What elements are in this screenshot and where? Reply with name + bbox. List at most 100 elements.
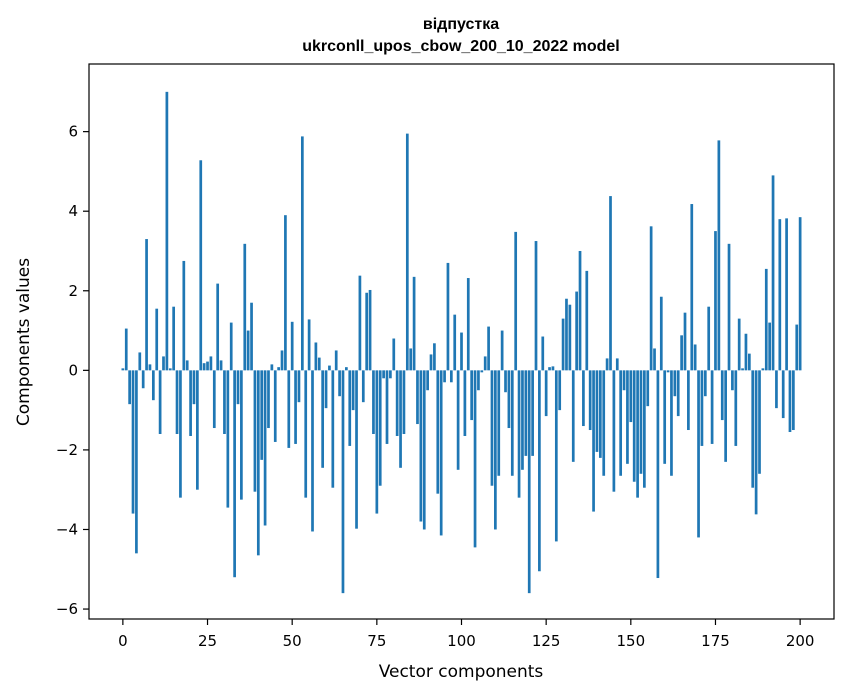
bar <box>334 350 338 371</box>
bar <box>673 370 677 397</box>
bar <box>270 364 274 371</box>
bar <box>538 370 541 572</box>
bar <box>670 370 673 476</box>
bar <box>168 368 172 371</box>
bar <box>775 370 778 409</box>
bar <box>656 370 660 579</box>
bar <box>710 370 714 444</box>
y-tick-label: 4 <box>68 202 78 220</box>
bar <box>365 292 369 371</box>
bar <box>595 370 599 452</box>
bar <box>341 370 345 594</box>
bar <box>521 370 524 470</box>
bar <box>175 370 179 434</box>
bar <box>378 370 382 486</box>
bar <box>148 364 152 371</box>
y-axis-label: Components values <box>14 258 34 426</box>
bar <box>602 370 606 476</box>
bar <box>619 370 623 476</box>
bar <box>290 321 294 371</box>
bar <box>527 370 531 594</box>
bar <box>256 370 260 556</box>
bar <box>500 330 504 371</box>
bar <box>717 140 721 371</box>
bar <box>206 361 209 371</box>
bar <box>294 370 297 444</box>
bar <box>477 370 480 391</box>
bar <box>121 368 125 371</box>
y-tick-label: −2 <box>56 441 78 459</box>
bar <box>328 365 331 371</box>
bar <box>443 370 446 383</box>
bar <box>287 370 291 448</box>
bar <box>185 360 189 371</box>
bar <box>412 276 416 371</box>
bar <box>209 356 213 371</box>
bar <box>219 360 223 371</box>
bar <box>680 335 683 371</box>
bar <box>361 370 365 403</box>
bar <box>548 367 551 371</box>
bar <box>338 370 341 397</box>
x-tick-label: 25 <box>198 632 217 650</box>
bar <box>693 344 697 371</box>
bar <box>514 231 518 371</box>
bar <box>317 357 321 371</box>
bar <box>300 136 304 371</box>
bar <box>636 370 639 498</box>
bar <box>554 370 558 542</box>
bar <box>165 91 169 371</box>
bar <box>395 370 399 436</box>
chart-subtitle: ukrconll_upos_cbow_200_10_2022 model <box>302 38 619 55</box>
bar <box>267 370 270 429</box>
bar <box>324 370 328 409</box>
bar <box>375 370 379 514</box>
bar <box>199 160 203 371</box>
bar <box>202 363 206 371</box>
bar <box>243 243 247 371</box>
y-tick-label: −6 <box>56 600 78 618</box>
bar <box>263 370 267 526</box>
bar <box>737 318 741 371</box>
bar <box>155 308 159 371</box>
bar <box>402 370 406 434</box>
bar <box>419 370 423 522</box>
bar <box>643 370 646 488</box>
bar <box>392 338 396 371</box>
bar <box>422 370 426 530</box>
plot-frame <box>88 63 835 620</box>
bar <box>626 370 629 464</box>
bar <box>598 370 602 458</box>
bar <box>666 370 670 373</box>
bar <box>236 370 240 405</box>
bar <box>385 370 389 444</box>
bar <box>314 342 318 371</box>
bar <box>446 262 450 371</box>
bar <box>456 370 460 470</box>
bar <box>260 370 264 460</box>
bar <box>585 270 589 371</box>
bar <box>565 298 568 371</box>
bar <box>216 283 220 371</box>
bar <box>297 370 301 403</box>
bar <box>558 370 562 411</box>
bar <box>196 370 199 490</box>
bar-series <box>121 91 802 594</box>
bar <box>778 219 782 371</box>
bar <box>131 370 135 514</box>
bar <box>311 370 314 532</box>
bar <box>497 370 501 476</box>
y-tick-label: −4 <box>56 520 78 538</box>
bar <box>135 370 138 554</box>
bar <box>700 370 704 446</box>
bar <box>788 370 792 433</box>
bar <box>568 304 572 371</box>
bar <box>429 354 433 371</box>
y-tick-label: 2 <box>68 282 78 300</box>
bar <box>470 370 474 421</box>
bar <box>724 370 727 462</box>
bar <box>426 370 429 391</box>
bar <box>172 306 176 371</box>
x-axis-ticks: 0 25 50 75 100 125 150 175 200 <box>118 619 814 650</box>
